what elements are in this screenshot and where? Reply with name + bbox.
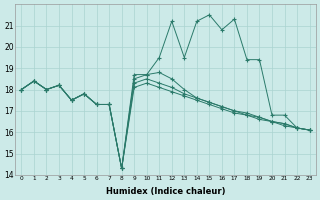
X-axis label: Humidex (Indice chaleur): Humidex (Indice chaleur) xyxy=(106,187,225,196)
